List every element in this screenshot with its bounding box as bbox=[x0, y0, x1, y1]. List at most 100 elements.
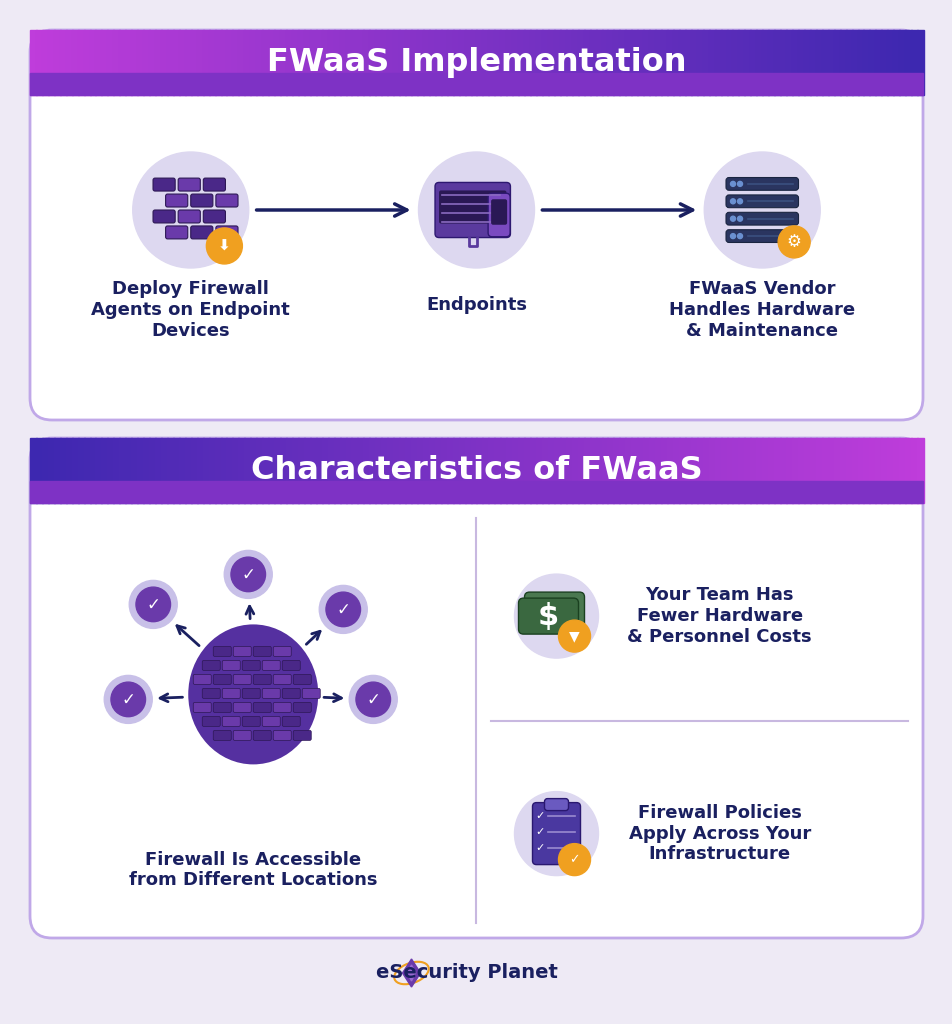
Polygon shape bbox=[892, 30, 900, 95]
Polygon shape bbox=[553, 438, 561, 503]
Polygon shape bbox=[30, 30, 37, 95]
FancyBboxPatch shape bbox=[293, 730, 311, 740]
Polygon shape bbox=[238, 438, 245, 503]
Polygon shape bbox=[857, 438, 863, 503]
Polygon shape bbox=[678, 30, 685, 95]
Polygon shape bbox=[190, 438, 197, 503]
FancyBboxPatch shape bbox=[524, 592, 584, 628]
Circle shape bbox=[737, 233, 742, 239]
FancyBboxPatch shape bbox=[242, 688, 260, 698]
Circle shape bbox=[730, 233, 735, 239]
FancyBboxPatch shape bbox=[487, 194, 509, 237]
FancyBboxPatch shape bbox=[193, 675, 211, 684]
Polygon shape bbox=[661, 438, 667, 503]
Polygon shape bbox=[214, 30, 221, 95]
Polygon shape bbox=[762, 30, 768, 95]
Circle shape bbox=[326, 592, 360, 627]
Polygon shape bbox=[304, 438, 310, 503]
Polygon shape bbox=[89, 30, 96, 95]
FancyBboxPatch shape bbox=[216, 195, 238, 207]
FancyBboxPatch shape bbox=[193, 702, 211, 713]
Polygon shape bbox=[672, 438, 679, 503]
Polygon shape bbox=[190, 30, 197, 95]
Polygon shape bbox=[291, 30, 299, 95]
Polygon shape bbox=[95, 30, 102, 95]
Polygon shape bbox=[506, 30, 513, 95]
FancyBboxPatch shape bbox=[273, 702, 291, 713]
Polygon shape bbox=[529, 30, 537, 95]
Polygon shape bbox=[268, 30, 275, 95]
Circle shape bbox=[129, 581, 177, 629]
Polygon shape bbox=[553, 30, 561, 95]
Polygon shape bbox=[648, 30, 655, 95]
Polygon shape bbox=[666, 438, 673, 503]
Polygon shape bbox=[547, 438, 554, 503]
Polygon shape bbox=[167, 438, 173, 503]
Polygon shape bbox=[780, 30, 786, 95]
Polygon shape bbox=[542, 30, 548, 95]
Circle shape bbox=[737, 199, 742, 204]
Polygon shape bbox=[196, 438, 204, 503]
Circle shape bbox=[136, 587, 170, 622]
Text: FWaaS Vendor
Handles Hardware
& Maintenance: FWaaS Vendor Handles Hardware & Maintena… bbox=[668, 281, 855, 340]
Polygon shape bbox=[827, 30, 834, 95]
Polygon shape bbox=[565, 30, 572, 95]
Polygon shape bbox=[875, 30, 882, 95]
Polygon shape bbox=[833, 438, 840, 503]
Polygon shape bbox=[863, 438, 869, 503]
Polygon shape bbox=[71, 438, 79, 503]
FancyBboxPatch shape bbox=[439, 190, 506, 223]
Polygon shape bbox=[899, 438, 905, 503]
FancyBboxPatch shape bbox=[233, 702, 251, 713]
FancyBboxPatch shape bbox=[518, 598, 578, 634]
Polygon shape bbox=[875, 438, 882, 503]
Polygon shape bbox=[363, 438, 370, 503]
Polygon shape bbox=[654, 438, 662, 503]
Polygon shape bbox=[369, 30, 376, 95]
Polygon shape bbox=[179, 438, 186, 503]
Polygon shape bbox=[387, 30, 394, 95]
FancyBboxPatch shape bbox=[253, 675, 271, 684]
Polygon shape bbox=[143, 438, 149, 503]
Polygon shape bbox=[606, 30, 614, 95]
Polygon shape bbox=[756, 438, 763, 503]
Polygon shape bbox=[298, 30, 305, 95]
Polygon shape bbox=[220, 30, 228, 95]
Polygon shape bbox=[708, 30, 715, 95]
Polygon shape bbox=[857, 30, 863, 95]
Polygon shape bbox=[399, 438, 406, 503]
Polygon shape bbox=[851, 438, 858, 503]
Circle shape bbox=[730, 181, 735, 186]
Polygon shape bbox=[690, 30, 697, 95]
Polygon shape bbox=[227, 438, 233, 503]
Polygon shape bbox=[232, 438, 239, 503]
Polygon shape bbox=[487, 30, 495, 95]
Polygon shape bbox=[214, 438, 221, 503]
Polygon shape bbox=[625, 438, 631, 503]
Ellipse shape bbox=[188, 625, 318, 764]
Polygon shape bbox=[785, 438, 792, 503]
FancyBboxPatch shape bbox=[253, 646, 271, 656]
Text: Characteristics of FWaaS: Characteristics of FWaaS bbox=[250, 455, 702, 486]
Polygon shape bbox=[696, 438, 703, 503]
Polygon shape bbox=[232, 30, 239, 95]
Circle shape bbox=[230, 557, 266, 592]
Polygon shape bbox=[714, 438, 721, 503]
Polygon shape bbox=[886, 30, 893, 95]
Polygon shape bbox=[654, 30, 662, 95]
Polygon shape bbox=[322, 30, 328, 95]
Polygon shape bbox=[244, 438, 251, 503]
Polygon shape bbox=[381, 30, 387, 95]
Text: ✓: ✓ bbox=[535, 843, 545, 853]
Polygon shape bbox=[95, 438, 102, 503]
FancyBboxPatch shape bbox=[490, 200, 506, 224]
Polygon shape bbox=[131, 438, 138, 503]
Polygon shape bbox=[720, 30, 726, 95]
Text: Your Team Has
Fewer Hardware
& Personnel Costs: Your Team Has Fewer Hardware & Personnel… bbox=[626, 587, 811, 646]
Polygon shape bbox=[446, 30, 453, 95]
Text: ✓: ✓ bbox=[336, 600, 349, 618]
Polygon shape bbox=[357, 438, 364, 503]
Polygon shape bbox=[125, 30, 132, 95]
Polygon shape bbox=[577, 30, 584, 95]
Polygon shape bbox=[583, 30, 590, 95]
